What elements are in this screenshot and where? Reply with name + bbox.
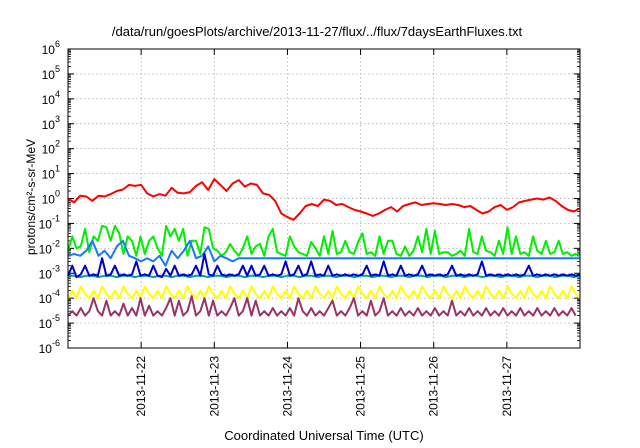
y-tick-label: 10-3 bbox=[39, 263, 60, 281]
plot-frame bbox=[67, 48, 581, 349]
y-tick-exponent: 5 bbox=[55, 64, 60, 74]
y-tick-label: 10-2 bbox=[39, 238, 60, 256]
y-tick-label: 105 bbox=[42, 64, 60, 82]
y-tick-label: 10-6 bbox=[39, 338, 60, 356]
series-lines bbox=[67, 178, 581, 317]
y-tick-label: 103 bbox=[42, 114, 60, 132]
x-axis-label: Coordinated Universal Time (UTC) bbox=[224, 428, 423, 443]
y-tick-exponent: 4 bbox=[55, 89, 60, 99]
y-axis-ticks: 10-610-510-410-310-210-11001011021031041… bbox=[39, 39, 580, 356]
y-tick-label: 104 bbox=[42, 89, 60, 107]
series-line-2 bbox=[67, 224, 581, 257]
y-tick-exponent: -2 bbox=[52, 238, 60, 248]
y-tick-label: 10-1 bbox=[39, 213, 60, 231]
series-line-1 bbox=[67, 178, 581, 221]
y-tick-exponent: 0 bbox=[55, 189, 60, 199]
y-tick-label: 10-4 bbox=[39, 288, 60, 306]
y-tick-label: 10-5 bbox=[39, 313, 60, 331]
y-tick-exponent: -4 bbox=[52, 288, 60, 298]
y-tick-label: 100 bbox=[42, 189, 60, 207]
y-tick-exponent: 6 bbox=[55, 39, 60, 49]
y-tick-exponent: 2 bbox=[55, 139, 60, 149]
x-tick-label: 2013-11-26 bbox=[427, 356, 441, 417]
y-tick-exponent: 3 bbox=[55, 114, 60, 124]
x-tick-label: 2013-11-27 bbox=[500, 356, 514, 417]
y-tick-exponent: -5 bbox=[52, 313, 60, 323]
x-tick-label: 2013-11-22 bbox=[134, 356, 148, 417]
chart-title: /data/run/goesPlots/archive/2013-11-27/f… bbox=[112, 24, 523, 39]
y-tick-exponent: 1 bbox=[55, 164, 60, 174]
series-line-6 bbox=[67, 285, 581, 300]
series-line-5 bbox=[67, 252, 581, 279]
x-axis-ticks: 2013-11-22 2013-11-23 2013-11-24 2013-11-25… bbox=[134, 49, 514, 417]
series-line-7 bbox=[67, 295, 577, 317]
y-tick-label: 102 bbox=[42, 139, 60, 157]
y-tick-exponent: -1 bbox=[52, 213, 60, 223]
y-axis-label: protons/cm²-s-sr-MeV bbox=[24, 139, 38, 255]
y-tick-label: 101 bbox=[42, 164, 60, 182]
y-tick-label: 106 bbox=[42, 39, 60, 57]
y-tick-exponent: -6 bbox=[52, 338, 60, 348]
grid-lines bbox=[68, 49, 580, 348]
x-tick-label: 2013-11-23 bbox=[207, 356, 221, 417]
series-line-3 bbox=[67, 239, 580, 267]
y-tick-exponent: -3 bbox=[52, 263, 60, 273]
x-tick-label: 2013-11-25 bbox=[354, 356, 368, 417]
x-tick-label: 2013-11-24 bbox=[280, 356, 294, 417]
